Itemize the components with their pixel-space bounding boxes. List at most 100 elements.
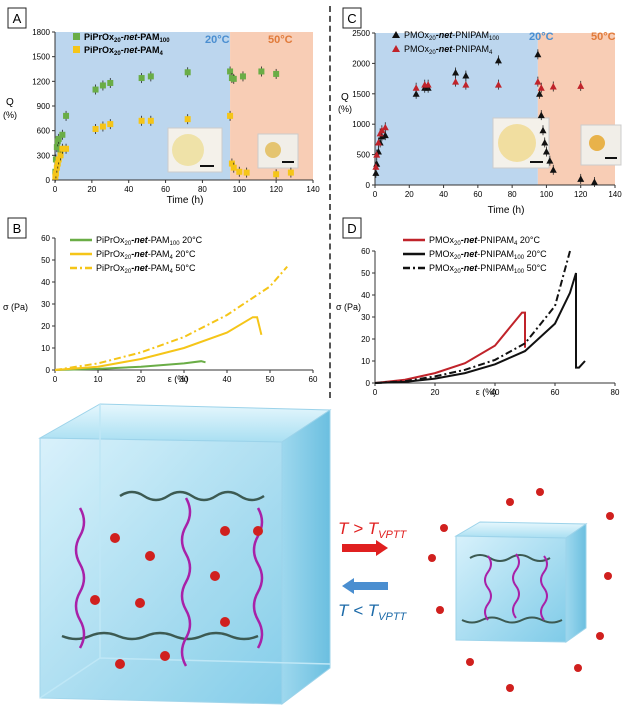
data-point <box>107 79 114 86</box>
panel-d-legend: PMOx20-net-PNIPAM4 20°C PMOx20-net-PNIPA… <box>403 235 547 275</box>
y-tick-label: 1500 <box>352 90 370 99</box>
y-tick-label: 50 <box>361 269 370 278</box>
y-tick-label: 1000 <box>352 120 370 129</box>
panel-a-ylabel-unit: (%) <box>3 110 17 120</box>
panel-a-region-20c-label: 20°C <box>205 34 230 46</box>
data-point <box>147 73 154 80</box>
y-tick-label: 10 <box>41 344 50 353</box>
panel-b-xlabel: ε (%) <box>168 374 189 384</box>
data-point <box>227 112 234 119</box>
data-point <box>228 160 235 167</box>
water-molecules-inside <box>90 526 263 669</box>
panel-a-photo-swollen <box>167 127 223 173</box>
collapsed-crosslinker-3 <box>540 555 548 621</box>
data-point <box>59 145 66 152</box>
data-point <box>52 173 59 180</box>
data-point <box>107 121 114 128</box>
panel-b-axes: 0 10 20 30 40 50 60 0 10 20 30 40 50 60 <box>41 234 318 384</box>
data-point <box>52 170 59 177</box>
data-point <box>99 123 106 130</box>
panel-a-axes: 0 20 40 60 80 100 120 140 0 300 600 900 1200 1500 1800 <box>32 28 320 194</box>
data-point <box>53 144 60 151</box>
data-point <box>239 73 246 80</box>
y-tick-label: 60 <box>361 247 370 256</box>
collapsed-crosslinker-1 <box>484 555 492 621</box>
data-point <box>537 84 545 91</box>
data-point <box>462 81 470 88</box>
data-point <box>462 72 470 79</box>
x-tick-label: 0 <box>373 190 378 199</box>
backbone-chain-top <box>119 490 265 502</box>
data-point <box>92 86 99 93</box>
panel-b-marks <box>54 265 288 371</box>
y-tick-label: 500 <box>357 151 371 160</box>
data-point <box>236 168 243 175</box>
data-point <box>539 126 547 134</box>
panel-c-photo-swollen <box>492 117 550 169</box>
x-tick-label: 0 <box>53 375 58 384</box>
backbone-chain-bottom <box>61 631 259 641</box>
panel-c-xlabel: Time (h) <box>488 205 525 216</box>
panel-d-xlabel: ε (%) <box>476 387 497 397</box>
data-point <box>546 157 554 164</box>
x-tick-label: 100 <box>233 185 247 194</box>
x-tick-label: 120 <box>574 190 588 199</box>
data-point <box>537 111 545 119</box>
panel-b-stress-strain-chart: B 0 10 20 30 40 50 60 0 10 20 30 40 50 60 PiPrOx20-ne… <box>3 217 318 384</box>
panel-c-label-box <box>342 7 362 29</box>
heating-arrow <box>342 540 388 556</box>
y-tick-label: 60 <box>41 234 50 243</box>
data-point <box>452 69 460 76</box>
data-point <box>373 151 381 158</box>
data-point <box>55 156 62 163</box>
panel-c-axes: 0 20 40 60 80 100 120 140 0 500 1000 1500 2000 2500 <box>352 29 622 199</box>
x-tick-label: 100 <box>540 190 554 199</box>
x-tick-label: 60 <box>161 185 170 194</box>
data-point <box>138 75 145 82</box>
panel-a-region-50c-label: 50°C <box>268 34 293 46</box>
panel-a-ylabel-q: Q <box>6 97 14 108</box>
y-tick-label: 300 <box>37 151 51 160</box>
x-tick-label: 0 <box>53 185 58 194</box>
panel-a-xlabel: Time (h) <box>167 195 204 206</box>
x-tick-label: 140 <box>306 185 320 194</box>
data-point <box>372 163 380 170</box>
data-point <box>534 50 542 58</box>
legend-text-d1: PMOx20-net-PNIPAM4 20°C <box>429 235 541 247</box>
crosslinker-chain-2 <box>180 497 192 667</box>
data-point <box>536 90 544 97</box>
y-tick-label: 2500 <box>352 29 370 38</box>
data-point <box>590 178 598 185</box>
x-tick-label: 120 <box>269 185 283 194</box>
data-point <box>374 138 382 146</box>
heating-label: T > TVPTT <box>338 519 408 541</box>
panel-divider <box>329 6 331 398</box>
panel-d-axes: 0 20 40 60 80 0 10 20 30 40 50 60 <box>361 247 620 397</box>
y-tick-label: 20 <box>41 322 50 331</box>
x-tick-label: 40 <box>491 388 500 397</box>
data-point <box>287 169 294 176</box>
hydrogel-schematic: T > TVPTT T < TVPTT <box>38 403 614 705</box>
y-tick-label: 50 <box>41 256 50 265</box>
data-point <box>92 126 99 133</box>
x-tick-label: 40 <box>439 190 448 199</box>
data-point <box>372 169 380 176</box>
data-point <box>541 138 549 146</box>
y-tick-label: 0 <box>46 366 51 375</box>
data-point <box>55 135 62 142</box>
x-tick-label: 60 <box>309 375 318 384</box>
panel-d-label: D <box>347 221 356 236</box>
legend-text-pam100: PiPrOx20-net-PAM100 <box>84 32 170 44</box>
data-point <box>452 78 460 85</box>
data-point <box>534 78 542 85</box>
legend-text-d3: PMOx20-net-PNIPAM100 50°C <box>429 263 547 275</box>
data-point <box>412 84 420 91</box>
data-point <box>577 175 585 182</box>
y-tick-label: 1800 <box>32 28 50 37</box>
data-point <box>99 82 106 89</box>
data-point <box>59 131 66 138</box>
legend-text-b1: PiPrOx20-net-PAM100 20°C <box>96 235 203 247</box>
x-tick-label: 80 <box>508 190 517 199</box>
data-point <box>542 148 550 155</box>
panel-d-ylabel: σ (Pa) <box>336 302 361 312</box>
